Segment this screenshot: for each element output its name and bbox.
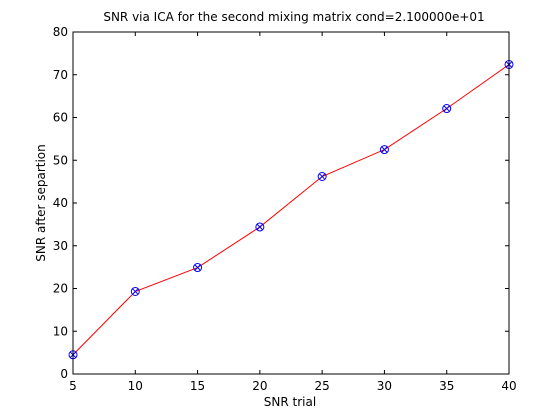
y-tick-label: 10 bbox=[53, 324, 68, 338]
data-point-1 bbox=[130, 286, 140, 296]
data-point-5 bbox=[379, 145, 389, 155]
plot-frame bbox=[72, 31, 510, 375]
data-point-4 bbox=[317, 171, 327, 181]
y-tick-label: 50 bbox=[53, 153, 68, 167]
y-tick-label: 0 bbox=[60, 367, 68, 381]
chart-title: SNR via ICA for the second mixing matrix… bbox=[103, 10, 484, 24]
data-point-2 bbox=[193, 263, 203, 273]
y-tick-label: 30 bbox=[53, 239, 68, 253]
x-tick-label: 20 bbox=[252, 379, 267, 393]
data-point-6 bbox=[442, 104, 452, 114]
x-tick-label: 40 bbox=[501, 379, 516, 393]
x-tick-label: 10 bbox=[128, 379, 143, 393]
series-line-0 bbox=[72, 64, 510, 356]
data-point-3 bbox=[255, 222, 265, 232]
x-tick-label: 25 bbox=[315, 379, 330, 393]
x-tick-label: 30 bbox=[377, 379, 392, 393]
ticks-layer: 5 10 15 20 25 30 35 40 0 10 20 30 40 50 60 70 80 bbox=[53, 25, 517, 393]
x-tick-label: 35 bbox=[439, 379, 454, 393]
y-tick-label: 40 bbox=[53, 196, 68, 210]
series-layer bbox=[68, 59, 514, 360]
plot-area bbox=[73, 32, 509, 374]
x-tick-label: 15 bbox=[190, 379, 205, 393]
y-axis-title: SNR after separtion bbox=[34, 144, 48, 261]
y-tick-label: 20 bbox=[53, 282, 68, 296]
y-tick-label: 80 bbox=[53, 25, 68, 39]
x-tick-label: 5 bbox=[69, 379, 77, 393]
y-tick-label: 70 bbox=[53, 68, 68, 82]
x-axis-title: SNR trial bbox=[264, 395, 316, 409]
y-tick-label: 60 bbox=[53, 111, 68, 125]
